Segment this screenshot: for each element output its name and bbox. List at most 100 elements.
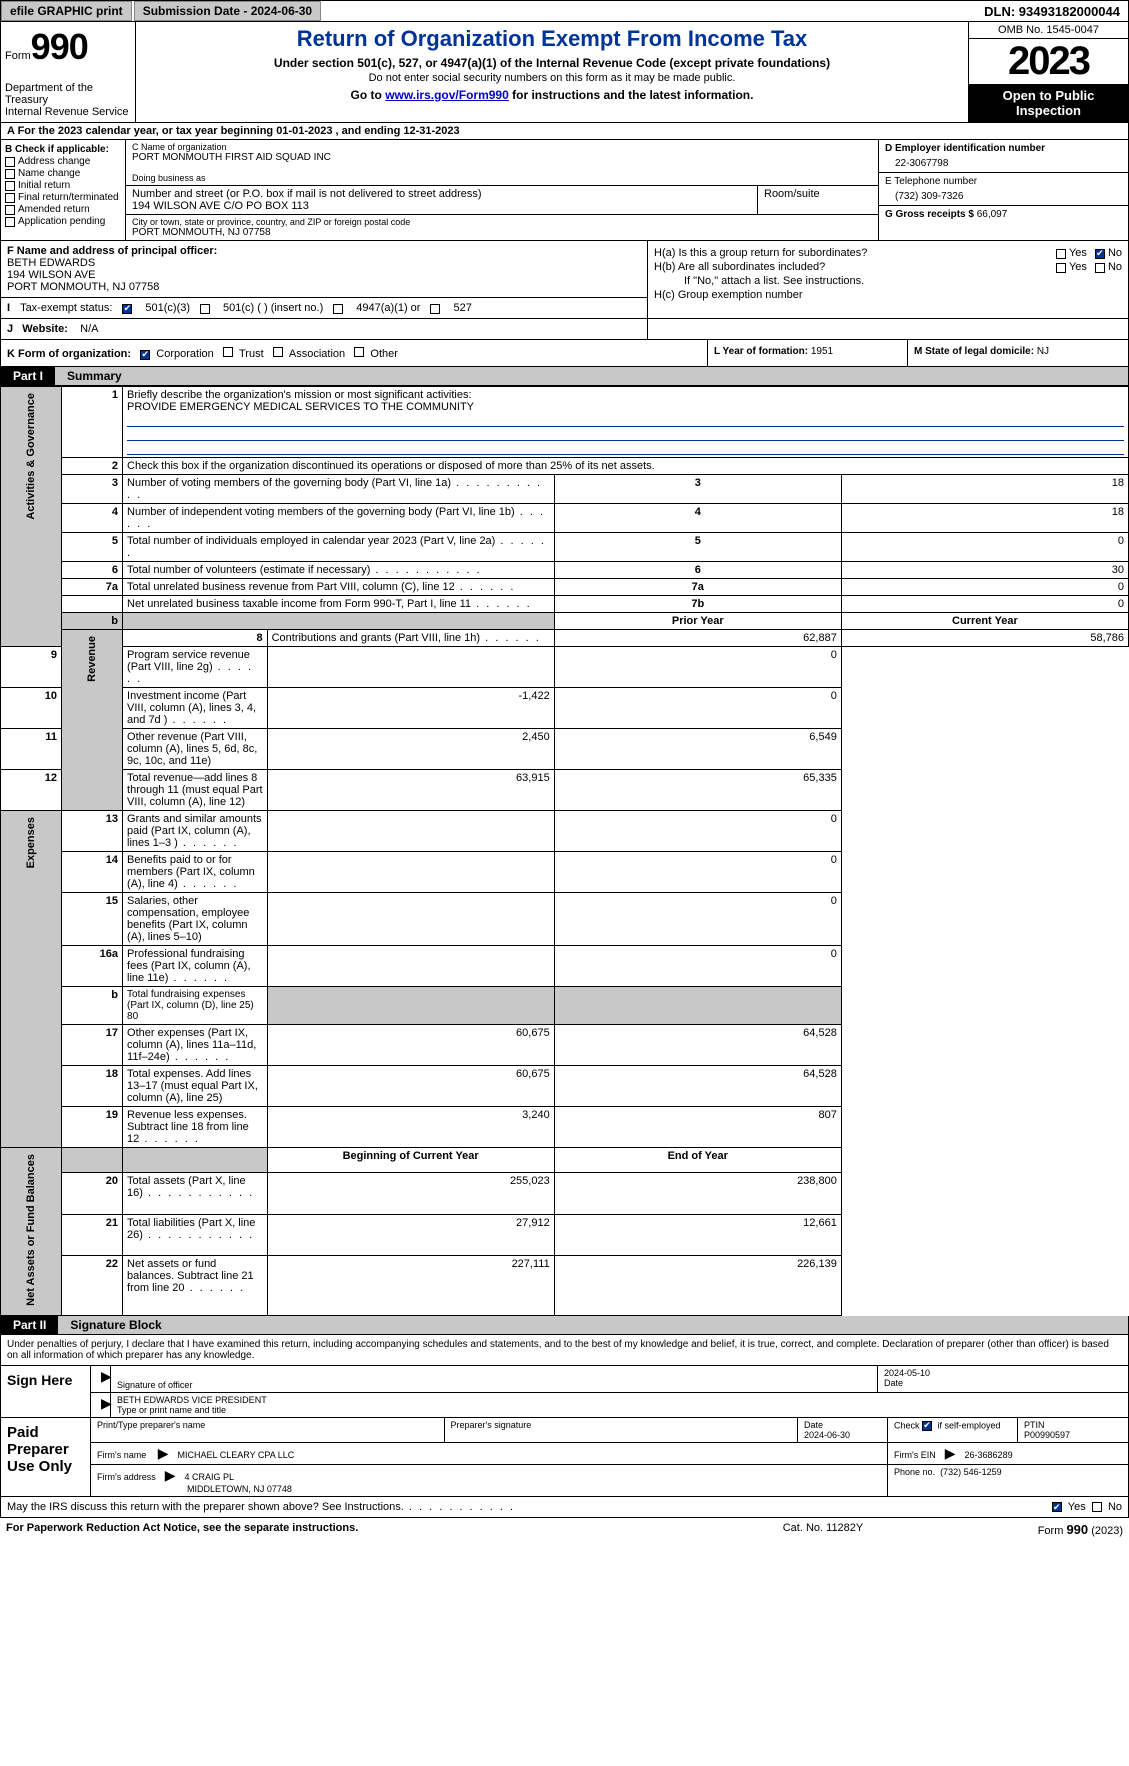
line1-value: PROVIDE EMERGENCY MEDICAL SERVICES TO TH…	[127, 401, 474, 413]
website-row: J Website: N/A	[0, 319, 1129, 340]
chk-discuss-yes[interactable]: ✔	[1052, 1502, 1062, 1512]
chk-ha-yes[interactable]	[1056, 249, 1066, 259]
gross-value: 66,097	[977, 209, 1008, 220]
chk-other[interactable]	[354, 347, 364, 357]
date-label: Date	[884, 1378, 1122, 1388]
chk-corporation[interactable]: ✔	[140, 350, 150, 360]
website-value: N/A	[80, 323, 98, 335]
dept-treasury: Department of the Treasury	[5, 82, 131, 106]
line2-text: Check this box if the organization disco…	[123, 458, 1129, 475]
firm-name: MICHAEL CLEARY CPA LLC	[178, 1450, 295, 1460]
col-c-org: C Name of organization PORT MONMOUTH FIR…	[126, 140, 878, 240]
submission-date: Submission Date - 2024-06-30	[134, 1, 321, 21]
public-inspection: Open to Public Inspection	[969, 84, 1128, 122]
hb-note: If "No," attach a list. See instructions…	[654, 275, 1122, 287]
chk-ha-no[interactable]: ✔	[1095, 249, 1105, 259]
chk-501c3[interactable]: ✔	[122, 304, 132, 314]
m-value: NJ	[1037, 346, 1049, 357]
arrow-icon-3: ▶	[154, 1445, 173, 1461]
footer-form-num: 990	[1066, 1522, 1088, 1537]
l-value: 1951	[811, 346, 833, 357]
room-label: Room/suite	[764, 188, 872, 200]
ein-label: D Employer identification number	[885, 143, 1122, 154]
efile-print-button[interactable]: efile GRAPHIC print	[1, 1, 132, 21]
org-name-label: C Name of organization	[132, 142, 872, 152]
cat-number: Cat. No. 11282Y	[723, 1522, 923, 1537]
city-label: City or town, state or province, country…	[132, 217, 872, 227]
sig-officer-label: Signature of officer	[117, 1380, 871, 1390]
side-netassets: Net Assets or Fund Balances	[25, 1150, 37, 1310]
firm-name-label: Firm's name	[97, 1450, 146, 1460]
chk-address-change[interactable]	[5, 157, 15, 167]
date-label-2: Date	[804, 1420, 881, 1430]
chk-trust[interactable]	[223, 347, 233, 357]
paid-preparer-label: Paid Preparer Use Only	[1, 1418, 91, 1496]
tax-year: 2023	[969, 39, 1128, 84]
chk-initial-return[interactable]	[5, 181, 15, 191]
phone-value: (732) 546-1259	[940, 1467, 1002, 1477]
entity-block: B Check if applicable: Address change Na…	[0, 140, 1129, 241]
part2-header-row: Part II Signature Block	[0, 1316, 1129, 1335]
type-print-label: Type or print name and title	[117, 1405, 1122, 1415]
city-value: PORT MONMOUTH, NJ 07758	[132, 227, 872, 238]
tax-status-label: Tax-exempt status:	[20, 302, 112, 314]
part1-title: Summary	[55, 367, 1128, 385]
sig-date-1: 2024-05-10	[884, 1368, 1122, 1378]
irs-label: Internal Revenue Service	[5, 106, 131, 118]
irs-link[interactable]: www.irs.gov/Form990	[385, 88, 509, 102]
chk-final-return[interactable]	[5, 193, 15, 203]
m-label: M State of legal domicile:	[914, 346, 1034, 357]
officer-typed: BETH EDWARDS VICE PRESIDENT	[117, 1395, 1122, 1405]
arrow-icon-4: ▶	[941, 1445, 960, 1461]
form-number: 990	[31, 26, 88, 67]
perjury-declaration: Under penalties of perjury, I declare th…	[1, 1335, 1128, 1365]
tax-status-i-label: I	[7, 302, 10, 314]
firm-addr-1: 4 CRAIG PL	[185, 1472, 235, 1482]
ptin-label: PTIN	[1024, 1420, 1122, 1430]
part2-title: Signature Block	[58, 1316, 1128, 1334]
part1-header-row: Part I Summary	[0, 367, 1129, 386]
gross-label: G Gross receipts $	[885, 209, 974, 220]
street-label: Number and street (or P.O. box if mail i…	[132, 188, 751, 200]
may-discuss-text: May the IRS discuss this return with the…	[7, 1501, 404, 1513]
sign-here-label: Sign Here	[1, 1366, 91, 1417]
firm-addr-2: MIDDLETOWN, NJ 07748	[97, 1484, 292, 1494]
org-name: PORT MONMOUTH FIRST AID SQUAD INC	[132, 152, 872, 163]
officer-city: PORT MONMOUTH, NJ 07758	[7, 281, 641, 293]
col-b-title: B Check if applicable:	[5, 144, 121, 155]
ein-value: 22-3067798	[885, 154, 1122, 169]
row-a-taxyear: A For the 2023 calendar year, or tax yea…	[0, 123, 1129, 140]
chk-hb-no[interactable]	[1095, 263, 1105, 273]
top-bar: efile GRAPHIC print Submission Date - 20…	[0, 0, 1129, 22]
page-footer: For Paperwork Reduction Act Notice, see …	[0, 1518, 1129, 1541]
officer-name: BETH EDWARDS	[7, 257, 641, 269]
chk-self-employed[interactable]: ✔	[922, 1421, 932, 1431]
chk-discuss-no[interactable]	[1092, 1502, 1102, 1512]
chk-527[interactable]	[430, 304, 440, 314]
street-value: 194 WILSON AVE C/O PO BOX 113	[132, 200, 751, 212]
chk-amended-return[interactable]	[5, 205, 15, 215]
officer-street: 194 WILSON AVE	[7, 269, 641, 281]
k-label: K Form of organization:	[7, 348, 131, 360]
signature-block: Under penalties of perjury, I declare th…	[0, 1335, 1129, 1497]
chk-association[interactable]	[273, 347, 283, 357]
l-label: L Year of formation:	[714, 346, 808, 357]
part2-label: Part II	[1, 1316, 58, 1334]
chk-application-pending[interactable]	[5, 217, 15, 227]
officer-label: F Name and address of principal officer:	[7, 245, 641, 257]
phone-label: Phone no.	[894, 1467, 935, 1477]
side-activities: Activities & Governance	[25, 389, 37, 524]
form-header: Form990 Department of the Treasury Inter…	[0, 22, 1129, 123]
chk-hb-yes[interactable]	[1056, 263, 1066, 273]
side-expenses: Expenses	[25, 813, 37, 872]
firm-ein-label: Firm's EIN	[894, 1450, 936, 1460]
officer-group-block: F Name and address of principal officer:…	[0, 241, 1129, 319]
chk-name-change[interactable]	[5, 169, 15, 179]
chk-501c[interactable]	[200, 304, 210, 314]
form-word: Form	[5, 50, 31, 62]
chk-4947[interactable]	[333, 304, 343, 314]
line1-label: Briefly describe the organization's miss…	[127, 389, 471, 401]
ptin-value: P00990597	[1024, 1430, 1122, 1440]
col-d-right: D Employer identification number 22-3067…	[878, 140, 1128, 240]
col-b-checkboxes: B Check if applicable: Address change Na…	[1, 140, 126, 240]
